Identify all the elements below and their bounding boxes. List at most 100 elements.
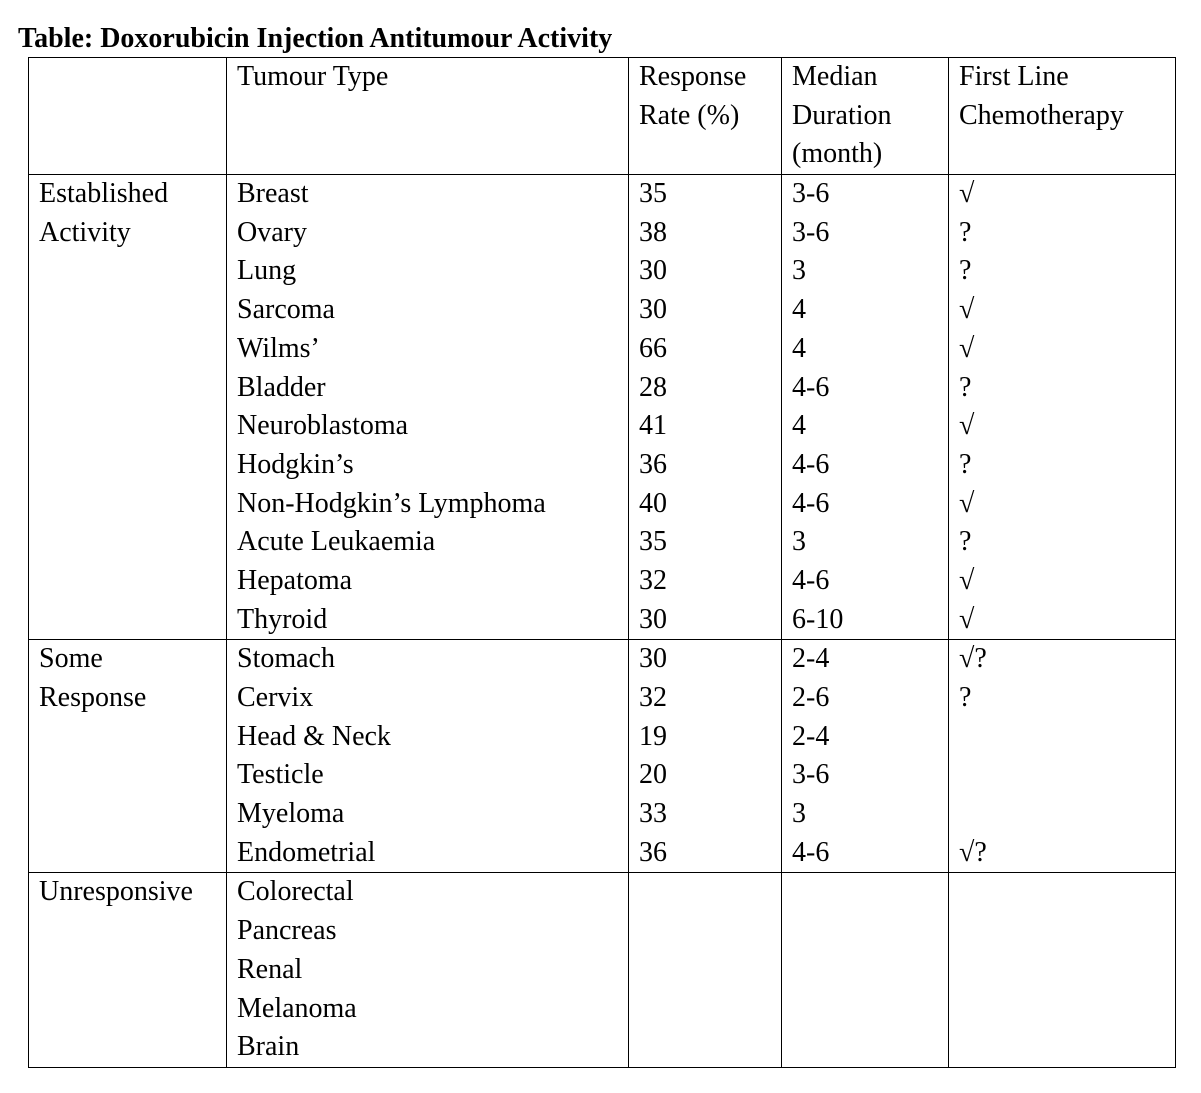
response-rate: 38: [639, 216, 667, 248]
empty-line: [792, 912, 948, 951]
header-cell: Tumour Type: [226, 56, 629, 176]
first-line: √: [959, 564, 975, 596]
median-duration: 4-6: [792, 836, 830, 868]
response-rate: 35: [639, 526, 667, 558]
first-line: ?: [959, 371, 972, 403]
response-rate: 30: [639, 294, 667, 326]
median-duration: 3: [792, 255, 806, 287]
response-rate: 32: [639, 564, 667, 596]
median-duration: 4-6: [792, 448, 830, 480]
group-label: Established Activity: [39, 178, 169, 248]
response-rate: 36: [639, 836, 667, 868]
first-line: √: [959, 178, 975, 210]
response-rate: 30: [639, 603, 667, 635]
table-title: Table: Doxorubicin Injection Antitumour …: [18, 23, 613, 54]
first-line: ?: [959, 216, 972, 248]
empty-line: [959, 718, 1175, 757]
tumour-type: Testicle: [237, 759, 324, 791]
first-line: √: [959, 294, 975, 326]
first-line-cell: √?? √ √? √? √? √ √: [948, 174, 1176, 641]
first-line: √?: [959, 643, 987, 675]
header-cell: Median Duration (month): [781, 56, 949, 176]
first-line-cell: √?? √?: [948, 639, 1176, 874]
empty-line: [792, 990, 948, 1029]
response-rate: 28: [639, 371, 667, 403]
tumour-type: Colorectal: [237, 876, 354, 908]
first-line: √?: [959, 836, 987, 868]
tumour-type: Acute Leukaemia: [237, 526, 436, 558]
response-rate: 32: [639, 682, 667, 714]
response-rate: 33: [639, 798, 667, 830]
median-duration: 4-6: [792, 564, 830, 596]
tumour-type: Endometrial: [237, 836, 376, 868]
median-duration: 4-6: [792, 371, 830, 403]
median-duration: 3: [792, 526, 806, 558]
response-rate: 36: [639, 448, 667, 480]
empty-line: [792, 873, 948, 912]
median-duration: 6-10: [792, 603, 844, 635]
response-rate-cell: [628, 872, 782, 1068]
response-rate: 40: [639, 487, 667, 519]
first-line: √: [959, 332, 975, 364]
group-label: Unresponsive: [39, 876, 193, 908]
median-duration-cell: 3-6 3-6 3 4 4 4-6 4 4-6 4-6 3 4-6 6-10: [781, 174, 949, 641]
median-duration: 3: [792, 798, 806, 830]
tumour-type: Pancreas: [237, 915, 337, 947]
median-duration: 3-6: [792, 216, 830, 248]
empty-line: [959, 873, 1175, 912]
response-rate: 19: [639, 720, 667, 752]
header-row: Tumour Type Response Rate (%) Median Durat…: [28, 56, 1176, 176]
header-cell: [28, 56, 227, 176]
first-line: ?: [959, 255, 972, 287]
group-row: Unresponsive Colorectal Pancreas Renal Melan…: [28, 872, 1176, 1068]
empty-line: [959, 990, 1175, 1029]
group-cell: Established Activity: [28, 174, 227, 641]
median-duration: 2-4: [792, 720, 830, 752]
median-duration: 4-6: [792, 487, 830, 519]
tumour-type: Non-Hodgkin’s Lymphoma: [237, 487, 546, 519]
empty-line: [792, 1028, 948, 1067]
tumour-type: Wilms’: [237, 332, 320, 364]
response-rate: 20: [639, 759, 667, 791]
response-rate: 41: [639, 410, 667, 442]
median-duration: 2-6: [792, 682, 830, 714]
tumour-type-cell: Stomach Cervix Head & Neck Testicle Myeloma E…: [226, 639, 629, 874]
first-line: ?: [959, 526, 972, 558]
response-rate: 30: [639, 255, 667, 287]
empty-line: [959, 756, 1175, 795]
tumour-type: Renal: [237, 953, 303, 985]
tumour-type: Sarcoma: [237, 294, 335, 326]
median-duration-cell: 2-4 2-6 2-4 3-6 3 4-6: [781, 639, 949, 874]
tumour-type: Bladder: [237, 371, 326, 403]
empty-line: [959, 1028, 1175, 1067]
empty-line: [639, 873, 781, 912]
tumour-type: Melanoma: [237, 992, 357, 1024]
empty-line: [639, 951, 781, 990]
tumour-type: Lung: [237, 255, 297, 287]
first-line-cell: [948, 872, 1176, 1068]
empty-line: [639, 912, 781, 951]
tumour-type: Breast: [237, 178, 309, 210]
tumour-type: Stomach: [237, 643, 335, 675]
tumour-type: Neuroblastoma: [237, 410, 409, 442]
tumour-type: Myeloma: [237, 798, 345, 830]
table: Tumour Type Response Rate (%) Median Durat…: [28, 56, 1176, 1068]
median-duration-cell: [781, 872, 949, 1068]
group-row: Some Response Stomach Cervix Head & Neck Tes…: [28, 639, 1176, 874]
tumour-type: Head & Neck: [237, 720, 391, 752]
empty-line: [959, 912, 1175, 951]
first-line: √: [959, 487, 975, 519]
empty-line: [639, 990, 781, 1029]
median-duration: 4: [792, 332, 806, 364]
first-line: √: [959, 603, 975, 635]
median-duration: 4: [792, 410, 806, 442]
tumour-type-cell: Breast Ovary Lung Sarcoma Wilms’ Bladder Neuro…: [226, 174, 629, 641]
header-cell: First Line Chemotherapy: [948, 56, 1176, 176]
tumour-type: Hodgkin’s: [237, 448, 354, 480]
first-line: ?: [959, 448, 972, 480]
tumour-type: Brain: [237, 1031, 300, 1063]
median-duration: 3-6: [792, 178, 830, 210]
response-rate-cell: 35 38 30 30 66 28 41 36 40 35 32 30: [628, 174, 782, 641]
response-rate: 66: [639, 332, 667, 364]
